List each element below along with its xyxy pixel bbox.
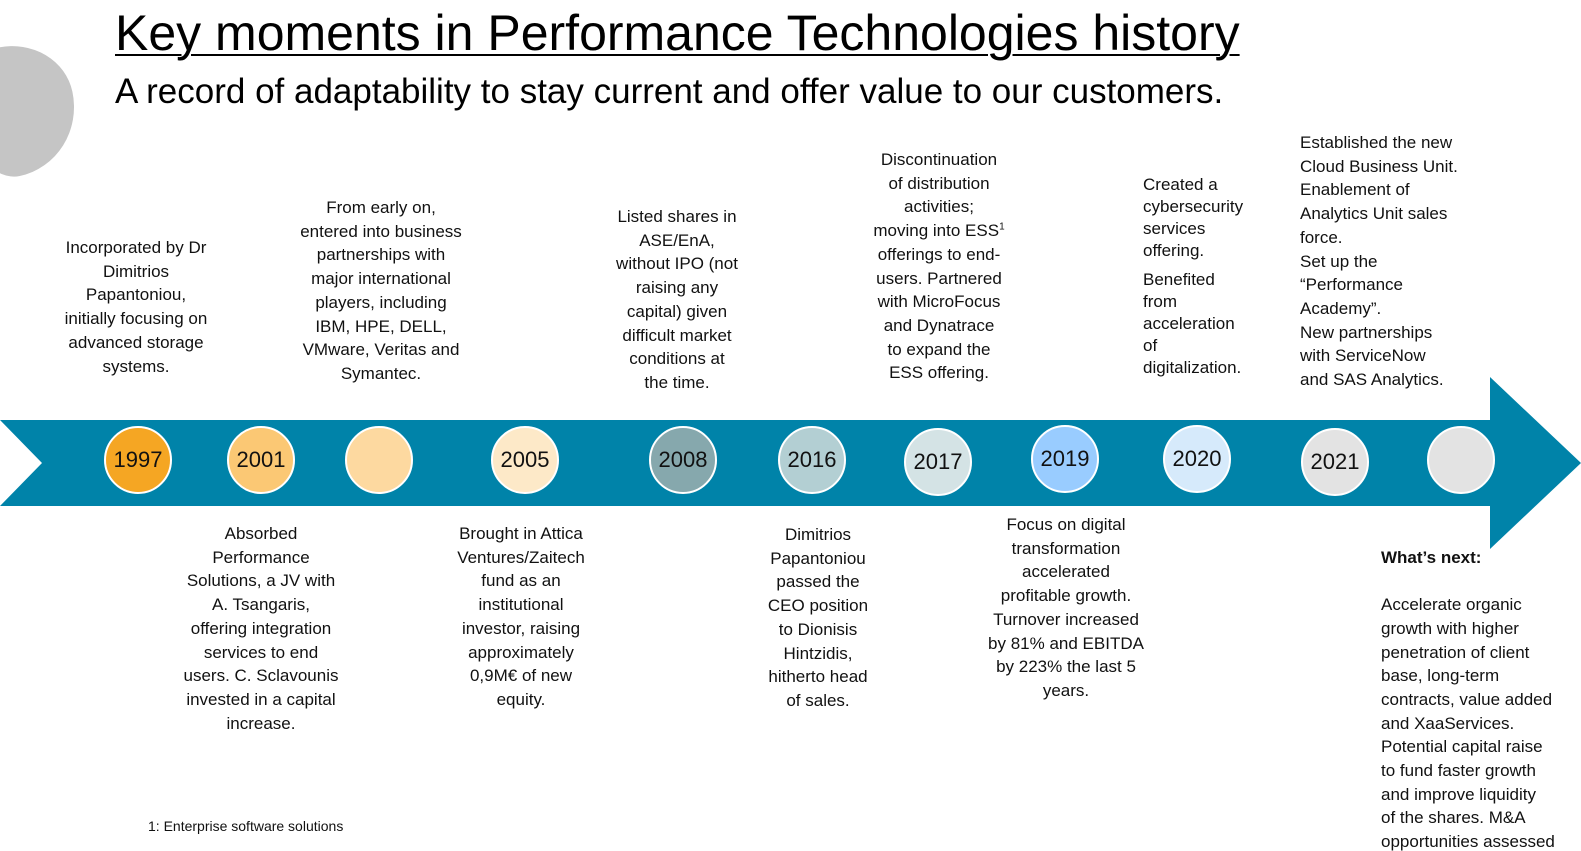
- milestone-2016-year: 2016: [787, 447, 837, 472]
- milestone-2017-circle: 2017: [904, 428, 972, 496]
- milestone-2019-text: Focus on digital transformation accelera…: [988, 515, 1144, 700]
- page-title: Key moments in Performance Technologies …: [115, 5, 1240, 61]
- milestone-2020-text-b: Benefited from acceleration of digitaliz…: [1143, 270, 1242, 377]
- milestone-2017-text: Discontinuation of distribution activiti…: [859, 148, 1019, 385]
- whats-next-text: Accelerate organic growth with higher pe…: [1381, 595, 1555, 851]
- milestone-2020-year: 2020: [1172, 446, 1222, 471]
- footnote-marker: 1: [999, 221, 1005, 233]
- milestone-2017-text-part1: Discontinuation of distribution activiti…: [873, 150, 1000, 241]
- milestone-blank-grey-circle: [1427, 426, 1495, 494]
- milestone-2008-text: Listed shares in ASE/EnA, without IPO (n…: [616, 207, 738, 392]
- milestone-1997-text: Incorporated by Dr Dimitrios Papantoniou…: [64, 238, 208, 376]
- milestone-2008-circle: 2008: [649, 426, 717, 494]
- milestone-2021-text: Established the new Cloud Business Unit.…: [1300, 133, 1458, 390]
- milestone-2021-circle: 2021: [1301, 428, 1369, 496]
- milestone-2001-text: Absorbed Performance Solutions, a JV wit…: [183, 524, 339, 733]
- milestone-1997-year: 1997: [113, 447, 163, 472]
- whats-next-block: What’s next: Accelerate organic growth w…: [1381, 522, 1579, 851]
- milestone-1997-circle: 1997: [104, 426, 172, 494]
- milestone-2005-circle: 2005: [491, 426, 559, 494]
- whats-next-heading: What’s next:: [1381, 547, 1482, 567]
- milestone-2017-text-part2: offerings to end- users. Partnered with …: [876, 244, 1002, 383]
- page-subtitle: A record of adaptability to stay current…: [115, 72, 1224, 111]
- milestone-2001-circle: 2001: [227, 426, 295, 494]
- milestone-partnerships-text: From early on, entered into business par…: [300, 198, 462, 383]
- milestone-2005-text: Brought in Attica Ventures/Zaitech fund …: [457, 524, 585, 709]
- milestone-2016-circle: 2016: [778, 426, 846, 494]
- milestone-2001-year: 2001: [236, 447, 286, 472]
- milestone-blank-orange-circle: [345, 426, 413, 494]
- milestone-2008-year: 2008: [658, 447, 708, 472]
- milestone-2019-circle: 2019: [1031, 425, 1099, 493]
- milestone-2019-year: 2019: [1040, 446, 1090, 471]
- milestone-2017-year: 2017: [913, 449, 963, 474]
- milestone-2021-year: 2021: [1310, 449, 1360, 474]
- milestone-2016-text: Dimitrios Papantoniou passed the CEO pos…: [767, 525, 869, 710]
- milestone-2020-text-a: Created a cybersecurity services offerin…: [1143, 175, 1244, 260]
- milestone-2020-circle: 2020: [1163, 425, 1231, 493]
- footnote: 1: Enterprise software solutions: [148, 818, 344, 834]
- decorative-grey-blob: [0, 34, 88, 186]
- milestone-2005-year: 2005: [500, 447, 550, 472]
